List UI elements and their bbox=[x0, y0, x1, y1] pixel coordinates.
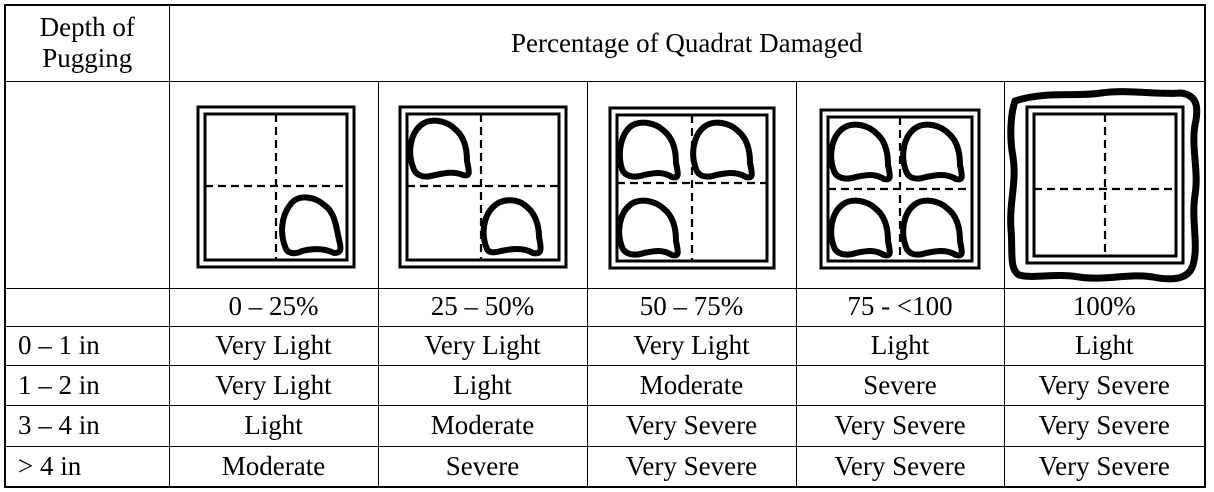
percent-label: 50 – 75% bbox=[586, 287, 797, 327]
rating-cell: Light bbox=[168, 405, 379, 448]
rating-cell: Light bbox=[1003, 325, 1206, 366]
diagram-cell-5 bbox=[1003, 80, 1206, 289]
percent-row-blank bbox=[4, 287, 170, 327]
percent-row: 0 – 25% 25 – 50% 50 – 75% 75 - <100 100% bbox=[4, 287, 1206, 327]
rating-cell: Moderate bbox=[377, 405, 588, 448]
quadrat-full-damage-icon bbox=[1006, 87, 1200, 283]
rating-cell: Severe bbox=[377, 446, 588, 488]
diagram-row-blank bbox=[4, 80, 170, 289]
percent-label: 0 – 25% bbox=[168, 287, 379, 327]
diagram-row bbox=[4, 80, 1206, 289]
quadrat-two-quarters-damage-icon bbox=[398, 105, 567, 269]
diagram-cell-1 bbox=[168, 80, 379, 289]
rating-cell: Very Severe bbox=[586, 405, 797, 448]
percent-label: 75 - <100 bbox=[795, 287, 1005, 327]
percentage-header: Percentage of Quadrat Damaged bbox=[168, 4, 1206, 82]
depth-label: 3 – 4 in bbox=[4, 405, 170, 448]
percent-label: 100% bbox=[1003, 287, 1206, 327]
percent-label: 25 – 50% bbox=[377, 287, 588, 327]
quadrat-four-quarters-damage-icon bbox=[819, 108, 981, 270]
rating-cell: Very Light bbox=[168, 325, 379, 366]
table-row: 1 – 2 in Very Light Light Moderate Sever… bbox=[4, 364, 1206, 407]
rating-cell: Light bbox=[795, 325, 1005, 366]
depth-label: 0 – 1 in bbox=[4, 325, 170, 366]
depth-of-pugging-header: Depth of Pugging bbox=[4, 4, 170, 82]
rating-cell: Very Severe bbox=[795, 405, 1005, 448]
rating-cell: Very Light bbox=[586, 325, 797, 366]
rating-cell: Very Severe bbox=[1003, 364, 1206, 407]
table-row: 0 – 1 in Very Light Very Light Very Ligh… bbox=[4, 325, 1206, 366]
corner-line-2: Pugging bbox=[42, 43, 133, 74]
depth-label: > 4 in bbox=[4, 446, 170, 488]
table-row: > 4 in Moderate Severe Very Severe Very … bbox=[4, 446, 1206, 488]
diagram-cell-3 bbox=[586, 80, 797, 289]
rating-cell: Very Light bbox=[168, 364, 379, 407]
header-row: Depth of Pugging Percentage of Quadrat D… bbox=[4, 4, 1206, 82]
rating-cell: Very Severe bbox=[586, 446, 797, 488]
quadrat-one-quarter-damage-icon bbox=[196, 105, 355, 269]
table-row: 3 – 4 in Light Moderate Very Severe Very… bbox=[4, 405, 1206, 448]
rating-cell: Light bbox=[377, 364, 588, 407]
diagram-cell-2 bbox=[377, 80, 588, 289]
rating-cell: Severe bbox=[795, 364, 1005, 407]
rating-cell: Moderate bbox=[586, 364, 797, 407]
rating-cell: Very Severe bbox=[1003, 446, 1206, 488]
rating-cell: Moderate bbox=[168, 446, 379, 488]
rating-cell: Very Light bbox=[377, 325, 588, 366]
rating-cell: Very Severe bbox=[1003, 405, 1206, 448]
quadrat-three-quarters-damage-icon bbox=[608, 106, 775, 270]
corner-line-1: Depth of bbox=[39, 12, 135, 43]
diagram-cell-4 bbox=[795, 80, 1005, 289]
rating-cell: Very Severe bbox=[795, 446, 1005, 488]
pugging-damage-table: Depth of Pugging Percentage of Quadrat D… bbox=[4, 4, 1207, 488]
depth-label: 1 – 2 in bbox=[4, 364, 170, 407]
